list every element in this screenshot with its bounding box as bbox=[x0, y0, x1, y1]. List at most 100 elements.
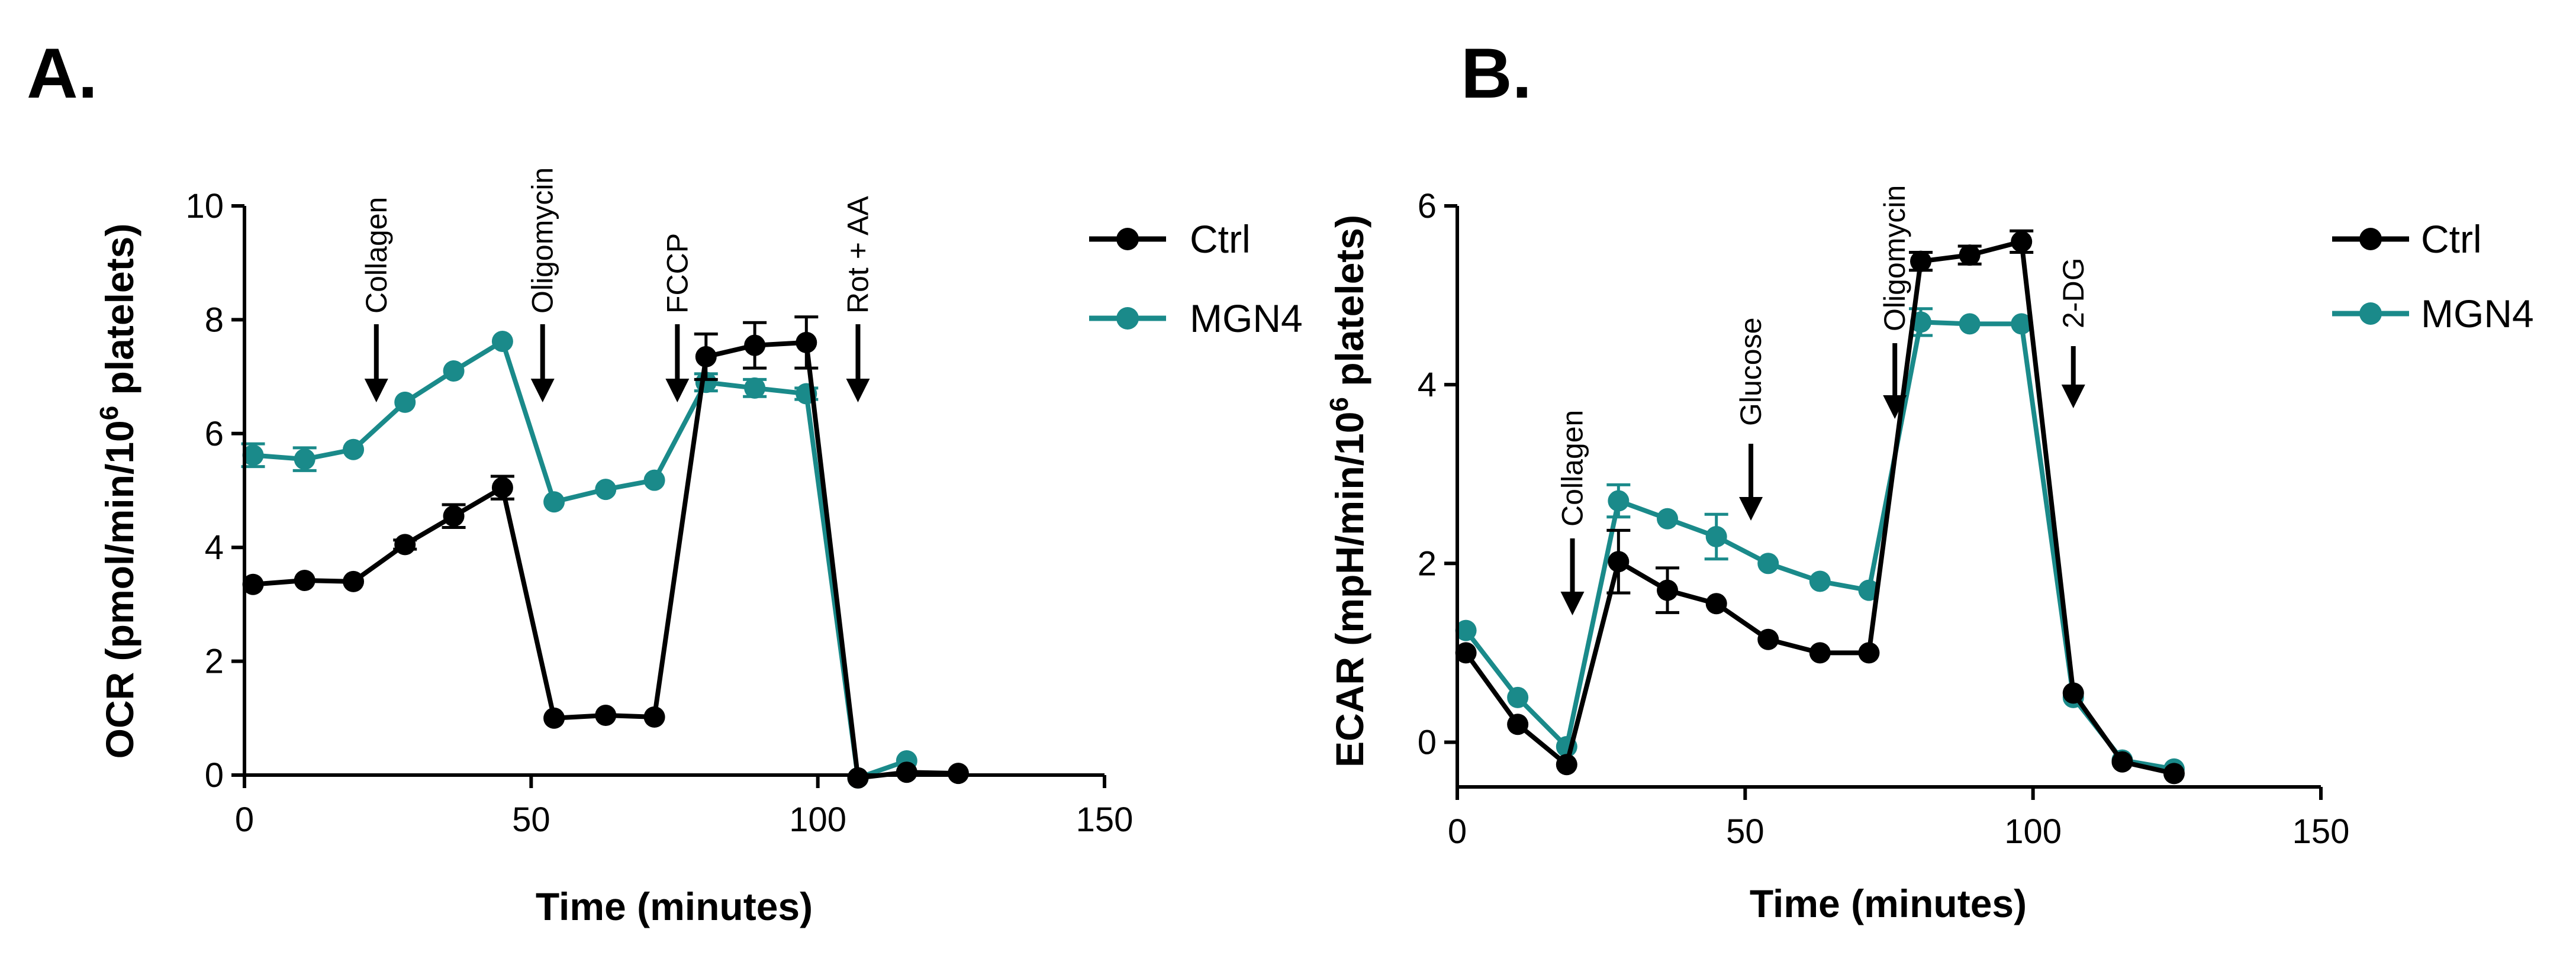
panel-b-x-tick-label: 100 bbox=[2004, 812, 2062, 851]
panel-b-annotation-label: Oligomycin bbox=[1878, 185, 1911, 331]
panel-a-series-ctrl-point bbox=[394, 534, 416, 556]
panel-b-legend-ctrl-label: Ctrl bbox=[2421, 217, 2482, 261]
panel-a-series-ctrl-point bbox=[543, 707, 565, 729]
panel-a-series-ctrl-point bbox=[595, 704, 617, 726]
panel-a-series-mgn4-point bbox=[394, 391, 416, 413]
panel-a-series-ctrl-point bbox=[343, 570, 365, 592]
panel-b-series-ctrl-point bbox=[1809, 642, 1831, 664]
panel-a-annotation-arrow-head bbox=[846, 379, 870, 402]
panel-b-series-ctrl-point bbox=[1705, 593, 1727, 615]
panel-a-annotation-label: FCCP bbox=[661, 233, 694, 314]
panel-b-series-ctrl-point bbox=[1858, 642, 1880, 664]
panel-a-y-ticks: 0 2 4 6 8 10 bbox=[185, 187, 244, 795]
panel-a-y-axis-title: OCR (pmol/min/106 platelets) bbox=[95, 224, 141, 759]
panel-b-annotation-arrow-head bbox=[1739, 497, 1763, 521]
panel-b-series-mgn4-point bbox=[1809, 570, 1831, 592]
panel-b-series-mgn4-point bbox=[1657, 508, 1679, 530]
panel-b-y-tick-label: 4 bbox=[1418, 366, 1437, 404]
panel-a-series-ctrl-point bbox=[294, 569, 315, 591]
panel-a-x-tick-label: 150 bbox=[1076, 801, 1134, 839]
panel-a-y-tick-label: 8 bbox=[205, 301, 224, 339]
panel-a-series-ctrl-point bbox=[443, 505, 465, 527]
panel-a-series-mgn4-point bbox=[491, 330, 513, 352]
panel-b-series-mgn4-point bbox=[2011, 313, 2033, 335]
panel-b-annotations: Collagen Glucose Oligomycin 2-DG bbox=[1556, 185, 2090, 615]
panel-b-series-ctrl-point bbox=[1608, 551, 1630, 573]
panel-a-legend-ctrl-label: Ctrl bbox=[1190, 217, 1251, 261]
panel-a-series-mgn4-point bbox=[294, 448, 315, 470]
panel-b-series-mgn4-point bbox=[1608, 490, 1630, 512]
panel-b-series-ctrl-point bbox=[1657, 579, 1679, 601]
panel-b-label: B. bbox=[1461, 34, 1532, 113]
panel-b-series-ctrl-point bbox=[1910, 250, 1931, 272]
panel-b-annotation-label: 2-DG bbox=[2057, 258, 2090, 328]
panel-a-annotation-label: Rot + AA bbox=[841, 196, 874, 314]
panel-b-plot-area bbox=[1455, 229, 2185, 785]
panel-b-series-mgn4-point bbox=[1757, 553, 1779, 575]
panel-a-y-tick-label: 0 bbox=[205, 756, 224, 795]
panel-a: A. 0 2 4 6 8 10 0 50 100 150 Time (minutes) OCR … bbox=[27, 34, 1303, 928]
panel-a-x-tick-label: 0 bbox=[235, 801, 254, 839]
panel-a-series-ctrl-point bbox=[796, 331, 817, 353]
panel-a-annotation-arrow-head bbox=[665, 379, 690, 402]
panel-a-legend-mgn4-label: MGN4 bbox=[1190, 296, 1303, 340]
panel-b-series-ctrl-point bbox=[1959, 244, 1981, 266]
panel-b-annotation-label: Glucose bbox=[1734, 318, 1767, 426]
panel-a-x-axis-title: Time (minutes) bbox=[536, 885, 813, 928]
panel-a-series-mgn4-point bbox=[595, 479, 617, 501]
panel-a-series-mgn4-point bbox=[543, 491, 565, 513]
panel-a-series-ctrl-point bbox=[847, 767, 869, 789]
panel-b-series-mgn4-point bbox=[1507, 686, 1529, 708]
panel-a-series-mgn4-point bbox=[242, 444, 264, 466]
panel-b-series-ctrl-point bbox=[2011, 231, 2033, 253]
panel-b-legend-ctrl-marker bbox=[2359, 228, 2382, 250]
panel-b-legend-mgn4-label: MGN4 bbox=[2421, 292, 2534, 335]
panel-a-x-tick-label: 100 bbox=[789, 801, 846, 839]
panel-b-series-ctrl-point bbox=[2062, 682, 2084, 704]
panel-a-annotation-label: Collagen bbox=[360, 197, 393, 314]
panel-b-x-tick-label: 50 bbox=[1726, 812, 1764, 851]
panel-a-annotation-arrow-head bbox=[530, 379, 555, 402]
panel-b-series-ctrl-point bbox=[1455, 642, 1477, 664]
panel-b-annotation-arrow-head bbox=[1560, 592, 1585, 615]
panel-b-x-tick-label: 150 bbox=[2292, 812, 2350, 851]
panel-a-legend: Ctrl MGN4 bbox=[1089, 217, 1303, 340]
panel-a-annotations: Collagen Oligomycin FCCP Rot + AA bbox=[360, 167, 874, 402]
panel-a-label: A. bbox=[27, 34, 98, 113]
panel-a-series-ctrl-point bbox=[242, 573, 264, 595]
panel-a-series-ctrl-point bbox=[896, 761, 917, 783]
panel-a-y-tick-label: 4 bbox=[205, 528, 224, 567]
panel-b-series-ctrl-point bbox=[1757, 628, 1779, 650]
panel-a-series-mgn4-point bbox=[744, 377, 766, 399]
panel-a-series-mgn4-line bbox=[253, 338, 908, 780]
panel-b-y-axis-title: ECAR (mpH/min/106 platelets) bbox=[1325, 215, 1371, 767]
panel-b-series-ctrl-point bbox=[1556, 754, 1577, 776]
panel-b-series-mgn4-point bbox=[1455, 619, 1477, 641]
panel-b-series-mgn4-point bbox=[1959, 313, 1981, 335]
panel-b-y-ticks: 0 2 4 6 bbox=[1418, 187, 1457, 761]
panel-b-series-ctrl-point bbox=[2111, 751, 2133, 773]
panel-b-series-mgn4-point bbox=[1705, 525, 1727, 547]
panel-b-x-axis-title: Time (minutes) bbox=[1750, 882, 2027, 925]
panel-b-x-ticks: 0 50 100 150 bbox=[1448, 787, 2350, 851]
panel-a-y-tick-label: 10 bbox=[185, 187, 224, 225]
panel-a-legend-ctrl-marker bbox=[1116, 228, 1139, 250]
panel-b-series-ctrl-point bbox=[2163, 763, 2185, 785]
panel-a-legend-mgn4-marker bbox=[1116, 307, 1139, 330]
panel-b-x-tick-label: 0 bbox=[1448, 812, 1467, 851]
panel-a-series-ctrl-point bbox=[491, 477, 513, 499]
panel-a-series-mgn4-point bbox=[343, 438, 365, 460]
panel-b-y-tick-label: 2 bbox=[1418, 544, 1437, 583]
panel-a-series-mgn4-point bbox=[443, 360, 465, 382]
panel-a-x-ticks: 0 50 100 150 bbox=[235, 775, 1134, 839]
panel-a-y-tick-label: 2 bbox=[205, 643, 224, 681]
panel-a-series-mgn4-point bbox=[643, 469, 665, 491]
panel-b-series-ctrl-point bbox=[1507, 714, 1529, 735]
panel-b-y-tick-label: 0 bbox=[1418, 723, 1437, 761]
panel-a-y-tick-label: 6 bbox=[205, 415, 224, 453]
panel-b: B. 0 2 4 6 0 50 100 150 Time (minutes) ECAR (m… bbox=[1325, 34, 2534, 925]
panel-a-series-ctrl-point bbox=[744, 334, 766, 356]
panel-b-y-tick-label: 6 bbox=[1418, 187, 1437, 225]
panel-a-plot-area bbox=[241, 315, 969, 789]
